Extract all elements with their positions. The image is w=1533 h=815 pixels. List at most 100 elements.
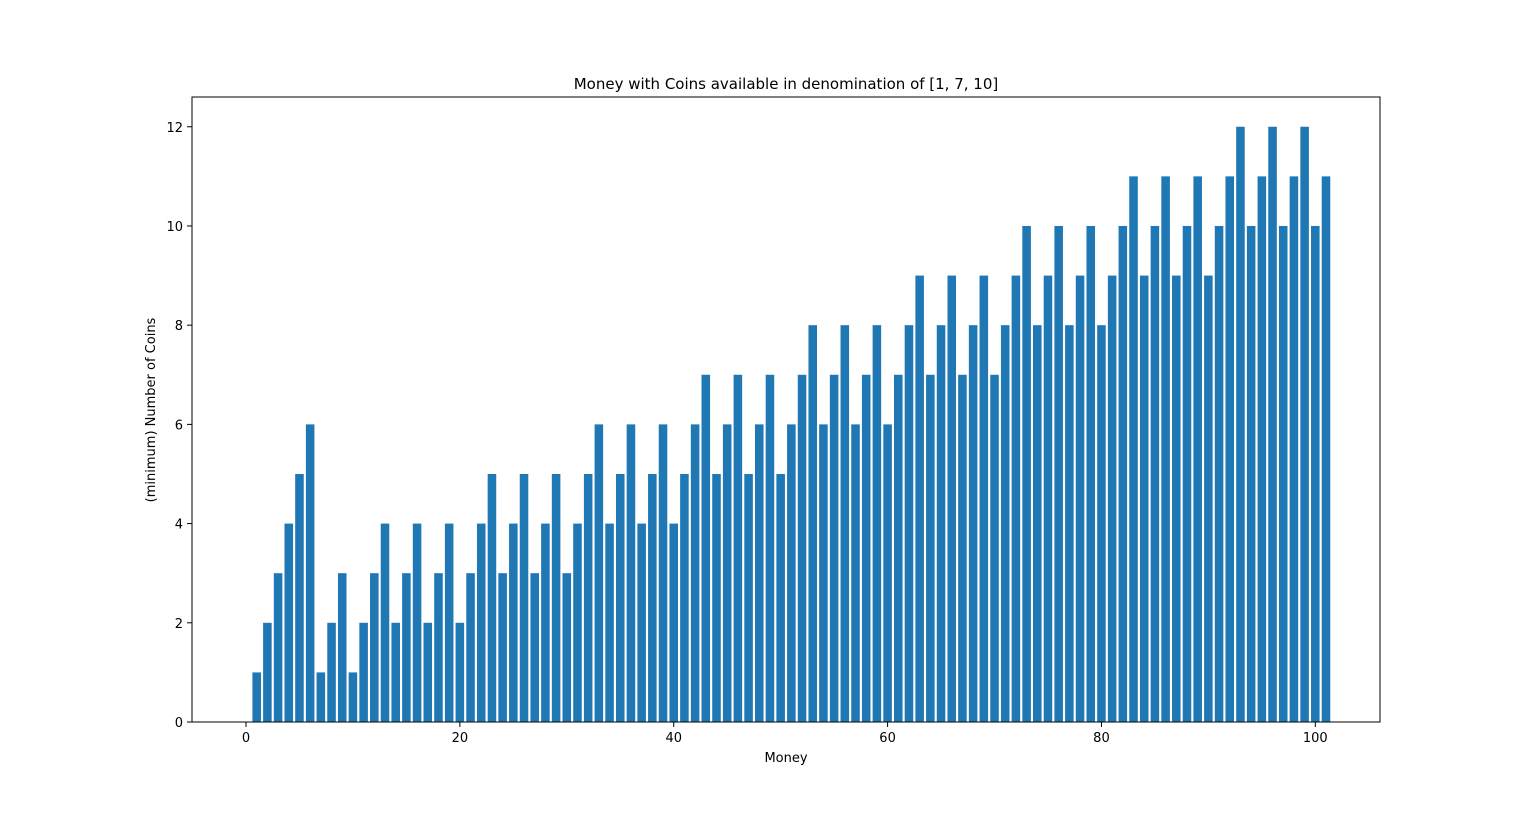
- bar-10: [348, 672, 358, 722]
- y-tick-label: 6: [175, 418, 183, 433]
- bar-38: [648, 473, 657, 722]
- y-tick-label: 10: [166, 220, 183, 235]
- bar-31: [573, 523, 582, 722]
- x-tick-label: 20: [452, 731, 469, 746]
- bar-50: [776, 473, 785, 722]
- y-tick-label: 0: [175, 716, 183, 731]
- bar-11: [359, 622, 368, 722]
- bar-89: [1193, 176, 1202, 722]
- bar-101: [1321, 176, 1331, 722]
- bar-34: [605, 523, 614, 722]
- plot-frame: [191, 96, 1381, 723]
- bar-83: [1129, 176, 1138, 722]
- bar-99: [1300, 126, 1309, 722]
- x-tick-label: 0: [242, 731, 250, 746]
- chart-title: Money with Coins available in denominati…: [574, 75, 999, 93]
- bar-73: [1022, 225, 1031, 722]
- bar-78: [1075, 275, 1085, 722]
- bar-36: [626, 424, 636, 722]
- y-axis-label: (minimum) Number of Coins: [144, 317, 159, 502]
- bar-79: [1086, 225, 1096, 722]
- bar-90: [1204, 275, 1213, 722]
- bar-77: [1065, 325, 1074, 722]
- bar-49: [765, 374, 775, 722]
- bar-25: [509, 523, 518, 722]
- bar-29: [551, 473, 561, 722]
- bar-4: [284, 523, 294, 722]
- bar-13: [380, 523, 390, 722]
- bar-30: [562, 573, 572, 722]
- y-tick-label: 4: [175, 518, 183, 533]
- bar-58: [861, 374, 871, 722]
- bar-15: [402, 573, 411, 722]
- bar-92: [1225, 176, 1235, 722]
- x-axis-label: Money: [764, 751, 807, 766]
- bar-42: [690, 424, 700, 722]
- bars-layer: [252, 126, 1331, 722]
- bar-41: [680, 473, 689, 722]
- bar-35: [615, 473, 625, 722]
- bar-52: [797, 374, 807, 722]
- bar-22: [476, 523, 486, 722]
- bar-39: [658, 424, 668, 722]
- bar-95: [1257, 176, 1267, 722]
- y-tick-label: 8: [175, 319, 183, 334]
- bar-80: [1097, 325, 1106, 722]
- bar-70: [990, 374, 999, 722]
- ticks-layer: 0 20 40 60 80 100 0 2 4 6 8 10 12: [166, 121, 1327, 746]
- bar-51: [787, 424, 796, 722]
- bar-17: [423, 622, 433, 722]
- bar-68: [968, 325, 978, 722]
- bar-76: [1054, 225, 1063, 722]
- bar-81: [1107, 275, 1117, 722]
- bar-75: [1043, 275, 1053, 722]
- bar-93: [1236, 126, 1245, 722]
- bar-100: [1311, 225, 1320, 722]
- bar-72: [1011, 275, 1021, 722]
- bar-21: [466, 573, 475, 722]
- bar-66: [947, 275, 957, 722]
- bar-1: [252, 672, 261, 722]
- bar-27: [530, 573, 539, 722]
- bar-28: [541, 523, 550, 722]
- bar-82: [1118, 225, 1128, 722]
- bar-26: [519, 473, 529, 722]
- bar-85: [1150, 225, 1160, 722]
- bar-37: [637, 523, 646, 722]
- bar-53: [808, 325, 818, 722]
- y-tick-label: 2: [175, 617, 183, 632]
- bar-23: [487, 473, 497, 722]
- bar-55: [829, 374, 839, 722]
- bar-45: [722, 424, 732, 722]
- bar-87: [1172, 275, 1181, 722]
- bar-47: [744, 473, 753, 722]
- bar-67: [958, 374, 967, 722]
- x-tick-label: 60: [879, 731, 896, 746]
- bar-6: [305, 424, 315, 722]
- bar-69: [979, 275, 989, 722]
- bar-86: [1161, 176, 1170, 722]
- bar-64: [926, 374, 935, 722]
- bar-74: [1033, 325, 1042, 722]
- bar-94: [1246, 225, 1256, 722]
- bar-84: [1139, 275, 1149, 722]
- bar-63: [915, 275, 924, 722]
- bar-88: [1182, 225, 1192, 722]
- bar-71: [1000, 325, 1010, 722]
- bar-59: [872, 325, 882, 722]
- bar-19: [444, 523, 454, 722]
- bar-54: [819, 424, 828, 722]
- bar-32: [583, 473, 593, 722]
- bar-91: [1214, 225, 1224, 722]
- bar-18: [434, 573, 443, 722]
- bar-98: [1289, 176, 1299, 722]
- bar-97: [1278, 225, 1288, 722]
- bar-61: [894, 374, 903, 722]
- bar-43: [701, 374, 711, 722]
- bar-62: [904, 325, 914, 722]
- x-tick-label: 40: [665, 731, 682, 746]
- bar-60: [883, 424, 892, 722]
- bar-46: [733, 374, 743, 722]
